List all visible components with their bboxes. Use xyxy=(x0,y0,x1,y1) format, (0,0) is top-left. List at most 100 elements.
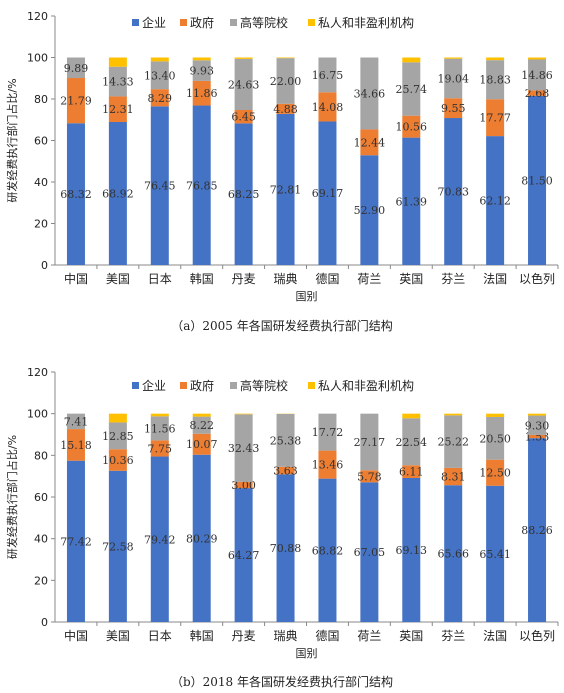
data-label: 7.41 xyxy=(64,415,89,428)
bar-segment xyxy=(150,440,169,457)
y-tick-label: 120 xyxy=(27,366,48,379)
bar-segment xyxy=(486,459,505,486)
bar-segment xyxy=(528,95,547,265)
bar-segment xyxy=(192,433,211,455)
x-category-label: 中国 xyxy=(64,271,88,286)
data-label: 2.68 xyxy=(525,87,550,100)
data-label: 68.92 xyxy=(102,187,134,200)
data-label: 12.85 xyxy=(102,430,134,443)
bar-segment xyxy=(528,434,547,439)
x-category-label: 美国 xyxy=(106,272,130,286)
data-label: 69.17 xyxy=(312,187,344,200)
x-category-label: 丹麦 xyxy=(232,272,256,286)
data-label: 22.54 xyxy=(396,436,428,449)
bar-segment xyxy=(360,482,379,622)
bar-segment xyxy=(528,59,547,91)
x-category-label: 以色列 xyxy=(519,272,555,286)
bar-segment xyxy=(192,80,211,106)
x-category-label: 以色列 xyxy=(519,629,555,643)
legend-swatch xyxy=(308,19,315,26)
x-category-label: 日本 xyxy=(148,629,172,643)
data-label: 8.31 xyxy=(441,471,466,484)
bar-segment xyxy=(192,413,211,417)
bar-segment xyxy=(234,57,253,59)
x-category-label: 日本 xyxy=(148,272,172,286)
bar-segment xyxy=(150,416,169,441)
x-category-label: 美国 xyxy=(106,629,130,643)
chart-2018: 0 20 40 60 80 100 120 77.42 15.18 7.41 中国 72.58 10.3… xyxy=(5,366,559,689)
bar-segment xyxy=(402,115,421,138)
bar-segment xyxy=(486,416,505,460)
data-label: 72.58 xyxy=(102,540,134,553)
data-label: 67.05 xyxy=(354,546,386,559)
bar-segment xyxy=(108,413,127,423)
bar-segment xyxy=(192,416,211,434)
bar-segment xyxy=(234,481,253,489)
x-category-label: 德国 xyxy=(315,628,339,643)
data-label: 76.45 xyxy=(144,180,176,193)
data-label: 3.63 xyxy=(273,465,298,478)
data-label: 64.27 xyxy=(228,549,260,562)
data-label: 9.30 xyxy=(525,419,550,432)
data-label: 14.08 xyxy=(312,101,344,114)
bar-segment xyxy=(444,57,463,59)
x-category-label: 德国 xyxy=(315,271,339,286)
x-category-label: 法国 xyxy=(483,629,507,643)
bar-segment xyxy=(150,106,169,266)
y-tick-label: 0 xyxy=(41,259,48,272)
data-label: 16.75 xyxy=(312,69,344,82)
data-label: 88.26 xyxy=(521,524,553,537)
chart-caption: （b）2018 年各国研发经费执行部门结构 xyxy=(171,674,393,689)
x-category-label: 韩国 xyxy=(190,271,214,286)
data-label: 70.83 xyxy=(437,186,469,199)
data-label: 10.07 xyxy=(186,438,218,451)
bar-segment xyxy=(444,415,463,468)
data-label: 68.82 xyxy=(312,544,344,557)
bar-segment xyxy=(234,413,253,415)
x-axis-title: 国别 xyxy=(296,290,318,303)
bar-segment xyxy=(402,413,421,419)
bar-segment xyxy=(528,413,547,416)
bar-segment xyxy=(318,478,337,622)
bar-segment xyxy=(150,89,169,107)
bar-segment xyxy=(108,422,127,450)
data-label: 7.75 xyxy=(148,442,173,455)
y-tick-label: 100 xyxy=(27,52,48,65)
y-tick-label: 20 xyxy=(34,218,48,231)
data-label: 3.00 xyxy=(231,479,256,492)
bar-segment xyxy=(66,460,85,622)
data-label: 25.38 xyxy=(270,434,302,447)
bar-segment xyxy=(360,413,379,471)
data-label: 34.66 xyxy=(354,87,386,100)
data-label: 9.55 xyxy=(441,102,466,115)
bar-segment xyxy=(402,62,421,116)
bar-segment xyxy=(192,57,211,61)
data-label: 69.13 xyxy=(396,544,428,557)
legend-swatch xyxy=(230,382,237,389)
bar-segment xyxy=(444,58,463,99)
data-label: 12.31 xyxy=(102,103,134,116)
data-label: 32.43 xyxy=(228,442,260,455)
x-category-label: 英国 xyxy=(399,272,423,286)
bar-segment xyxy=(66,57,85,79)
y-tick-label: 40 xyxy=(34,176,48,189)
bar-segment xyxy=(318,413,337,451)
bar-segment xyxy=(528,438,547,622)
bar-segment xyxy=(486,99,505,137)
legend-label: 企业 xyxy=(142,15,166,30)
legend-swatch xyxy=(230,19,237,26)
y-tick-label: 20 xyxy=(34,574,48,587)
bar-segment xyxy=(108,57,127,67)
legend-swatch xyxy=(132,19,139,26)
bar-segment xyxy=(150,413,169,417)
bar-segment xyxy=(66,78,85,124)
data-label: 6.45 xyxy=(231,111,256,124)
data-label: 21.79 xyxy=(60,95,92,108)
data-label: 13.40 xyxy=(144,69,176,82)
data-label: 62.12 xyxy=(479,195,511,208)
y-axis-title: 研发经费执行部门占比/% xyxy=(5,435,19,559)
bar-segment xyxy=(444,485,463,622)
x-category-label: 丹麦 xyxy=(232,629,256,643)
bar-segment xyxy=(486,485,505,622)
bar-segment xyxy=(276,413,295,467)
